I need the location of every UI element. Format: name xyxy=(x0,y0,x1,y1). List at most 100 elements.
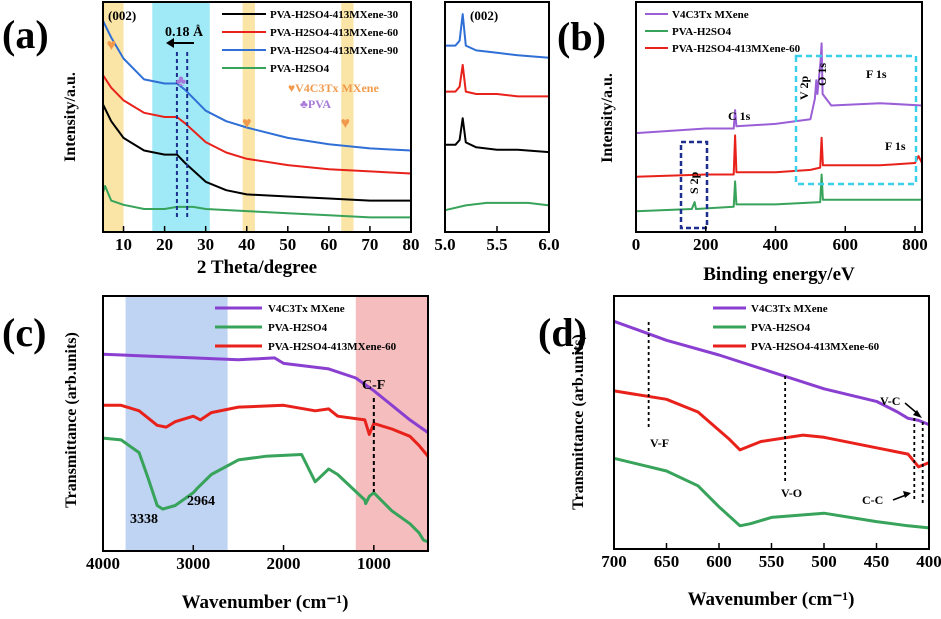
mxene-peak-marker-1: ♥ xyxy=(242,115,252,132)
x-tick-label-b-0: 0 xyxy=(632,235,641,254)
f1s-dashed-box xyxy=(794,54,918,186)
panel-b-frame xyxy=(635,1,923,233)
x-tick-label-d-3: 550 xyxy=(759,552,785,571)
panel-d: 700 650 600 550 500 450 400 V4C3Tx MXene PVA-H… xyxy=(570,295,941,610)
x-tick-label-ai-2: 6.0 xyxy=(538,235,559,254)
legend-label-pva-c: PVA-H2SO4 xyxy=(268,322,328,334)
x-tick-label-ai-0: 5.0 xyxy=(434,235,455,254)
x-tick-label-a-3: 40 xyxy=(238,235,255,254)
x-tick-label-a-6: 70 xyxy=(361,235,378,254)
y-axis-label-a: Intensity/a.u. xyxy=(62,72,79,162)
vo-label: V-O xyxy=(781,486,802,500)
x-tick-label-d-4: 500 xyxy=(811,552,837,571)
highlight-band-a-0 xyxy=(103,3,124,231)
peak-3338-label: 3338 xyxy=(130,512,158,527)
x-tick-label-c-0: 4000 xyxy=(86,554,120,573)
series-line-ai-3 xyxy=(444,201,550,212)
x-tick-label-a-0: 10 xyxy=(115,235,132,254)
x-axis-label-b: Binding energy/eV xyxy=(703,264,855,285)
legend-label-pva: PVA-H2SO4 xyxy=(270,63,330,75)
x-tick-label-b-1: 200 xyxy=(693,235,719,254)
vc-label: V-C xyxy=(880,394,900,408)
series-line-b-2 xyxy=(635,173,922,213)
marker-legend-mxene: ♥V4C3Tx MXene xyxy=(288,81,379,95)
series-line-c-1 xyxy=(103,403,430,458)
x-tick-label-c-2: 2000 xyxy=(267,554,301,573)
panel-a-frame xyxy=(102,1,412,233)
panel-label-d: (d) xyxy=(538,310,587,355)
series-line-ai-2 xyxy=(445,117,550,154)
x-axis-label-c: Wavenumber (cm⁻¹) xyxy=(182,592,349,613)
series-line-c-2 xyxy=(102,436,429,544)
y-axis-label-c: Transmittance (arb.units) xyxy=(63,332,80,508)
panel-a-inset: 5.0 5.5 6.0 (002) xyxy=(434,1,560,254)
o1s-label: O 1s xyxy=(815,63,829,86)
c1s-label: C 1s xyxy=(728,109,751,123)
vc-arrow xyxy=(904,402,922,418)
mxene-peak-marker-2: ♥ xyxy=(341,115,351,132)
peak-2964-label: 2964 xyxy=(187,494,215,509)
x-tick-label-ai-1: 5.5 xyxy=(486,235,507,254)
panel-a: ♥ ♥ ♥ ♣ 10 20 30 40 50 60 70 80 PVA-H2SO4-413MXene… xyxy=(62,1,420,278)
x-tick-label-d-6: 400 xyxy=(916,552,941,571)
panel-b: 0 200 400 600 800 V4C3Tx MXene PVA-H2SO4 PVA… xyxy=(599,1,928,285)
legend-label-mxene90: PVA-H2SO4-413MXene-90 xyxy=(270,45,399,57)
x-tick-label-d-0: 700 xyxy=(601,552,627,571)
vf-label: V-F xyxy=(650,436,669,450)
series-line-d-0 xyxy=(613,319,930,426)
panel-d-legend: V4C3Tx MXene PVA-H2SO4 PVA-H2SO4-413MXen… xyxy=(713,303,880,353)
x-tick-label-a-7: 80 xyxy=(403,235,420,254)
x-tick-label-d-2: 600 xyxy=(706,552,732,571)
panel-b-legend: V4C3Tx MXene PVA-H2SO4 PVA-H2SO4-413MXen… xyxy=(645,9,801,55)
y-axis-label-d: Transmittance (arb.units) xyxy=(570,334,587,510)
s2p-dashed-box xyxy=(679,140,709,230)
x-axis-label-d: Wavenumber (cm⁻¹) xyxy=(688,589,855,610)
series-line-b-0 xyxy=(635,42,923,135)
highlight-band-a-3 xyxy=(341,3,354,231)
cf-label: C-F xyxy=(362,378,385,393)
v2p-label: V 2p xyxy=(797,76,811,100)
legend-label-mxene60-c: PVA-H2SO4-413MXene-60 xyxy=(268,341,397,353)
x-tick-label-a-1: 20 xyxy=(156,235,173,254)
mxene-peak-marker-0: ♥ xyxy=(106,37,116,54)
highlight-band-a-2 xyxy=(242,3,255,231)
x-tick-label-d-5: 450 xyxy=(864,552,890,571)
x-tick-label-c-1: 3000 xyxy=(176,554,210,573)
series-line-ai-0 xyxy=(445,13,550,59)
panel-c-frame xyxy=(102,295,429,552)
series-line-a-3 xyxy=(102,185,411,219)
series-line-b-1 xyxy=(635,134,923,178)
legend-label-mxene: V4C3Tx MXene xyxy=(672,9,749,21)
panel-label-c: (c) xyxy=(2,310,46,355)
legend-label-pva-b: PVA-H2SO4 xyxy=(672,26,732,38)
y-axis-label-b: Intensity/a.u. xyxy=(599,73,616,163)
panel-a-legend: PVA-H2SO4-413MXene-30 PVA-H2SO4-413MXene… xyxy=(222,9,399,75)
x-tick-label-a-5: 60 xyxy=(320,235,337,254)
cc-arrow xyxy=(892,491,911,501)
x-tick-label-c-3: 1000 xyxy=(357,554,391,573)
shift-label: 0.18 Å xyxy=(165,24,204,40)
f1s-top-label: F 1s xyxy=(866,67,887,81)
shift-arrow xyxy=(166,38,194,48)
marker-legend-pva: ♣PVA xyxy=(300,97,331,111)
legend-label-mxene60-b: PVA-H2SO4-413MXene-60 xyxy=(672,43,801,55)
pva-peak-marker: ♣ xyxy=(176,73,187,90)
panel-c: 4000 3000 2000 1000 V4C3Tx MXene PVA-H2SO4 … xyxy=(63,295,430,613)
legend-label-mxene60-d: PVA-H2SO4-413MXene-60 xyxy=(751,341,880,353)
series-line-a-1 xyxy=(102,74,412,175)
inset-peak-label: (002) xyxy=(470,8,498,23)
x-tick-label-a-2: 30 xyxy=(197,235,214,254)
series-line-c-0 xyxy=(102,352,429,434)
panel-c-legend: V4C3Tx MXene PVA-H2SO4 PVA-H2SO4-413MXen… xyxy=(215,303,397,353)
series-line-ai-1 xyxy=(445,63,549,98)
legend-label-mxene-d: V4C3Tx MXene xyxy=(751,303,828,315)
highlight-band-c-0 xyxy=(125,297,228,550)
peak-label-002: (002) xyxy=(108,8,136,23)
panel-label-a: (a) xyxy=(2,12,49,57)
s2p-label: S 2p xyxy=(687,171,701,194)
legend-label-mxene-c: V4C3Tx MXene xyxy=(268,303,345,315)
panel-label-b: (b) xyxy=(557,14,606,59)
x-tick-label-b-3: 600 xyxy=(833,235,859,254)
legend-label-pva-d: PVA-H2SO4 xyxy=(751,322,811,334)
